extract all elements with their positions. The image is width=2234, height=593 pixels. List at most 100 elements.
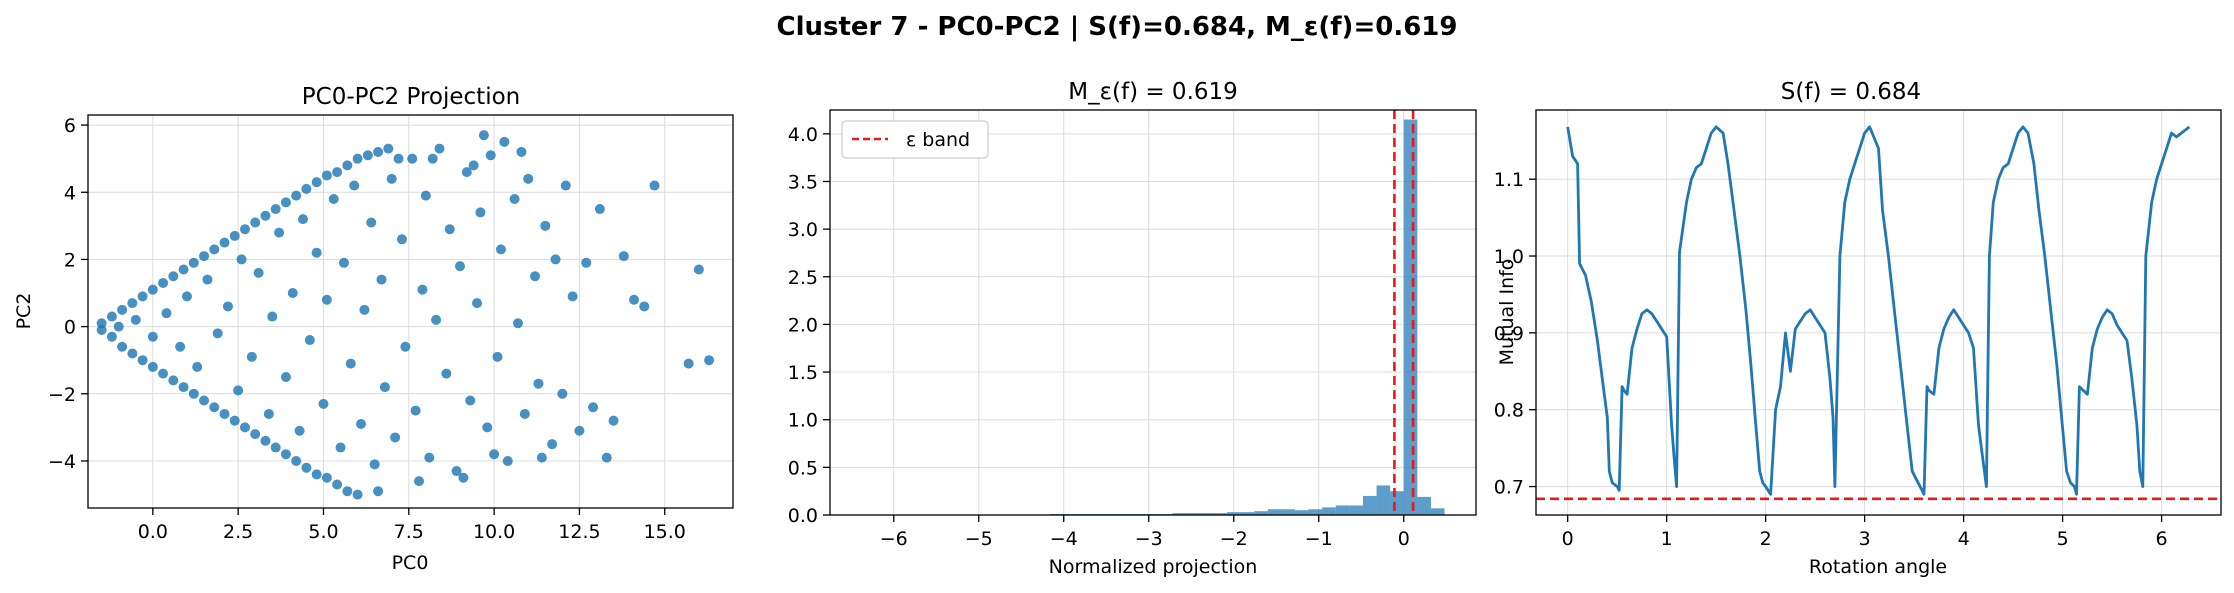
scatter-point	[192, 361, 203, 372]
scatter-point	[127, 348, 138, 359]
scatter-point	[267, 311, 278, 322]
scatter-point	[431, 314, 442, 325]
line-panel: S(f) = 0.684 0 1 2 3 4 5 6 0.7 0.8 0.9 1.0 1.1 Rota…	[1494, 79, 2222, 578]
scatter-point	[188, 257, 199, 268]
scatter-point	[321, 472, 332, 483]
scatter-point	[270, 442, 281, 453]
scatter-point	[298, 214, 308, 225]
scatter-point	[458, 472, 469, 483]
scatter-point	[328, 193, 339, 204]
scatter-point	[400, 341, 411, 352]
scatter-point	[304, 335, 315, 346]
scatter-point	[407, 153, 418, 164]
scatter-point	[441, 368, 452, 379]
scatter-point	[260, 435, 271, 446]
histogram-bar	[1226, 512, 1241, 515]
scatter-point	[618, 251, 629, 262]
histogram-title: M_ε(f) = 0.619	[1068, 79, 1238, 105]
scatter-point	[519, 408, 530, 419]
scatter-point	[332, 167, 343, 178]
scatter-point	[147, 331, 158, 342]
scatter-points	[96, 130, 715, 500]
scatter-point	[229, 415, 240, 426]
scatter-point	[318, 398, 329, 409]
scatter-point	[485, 150, 496, 161]
scatter-point	[199, 251, 210, 262]
scatter-point	[274, 227, 285, 238]
scatter-point	[246, 351, 257, 362]
x-tick-label: −6	[880, 528, 908, 550]
scatter-point	[219, 237, 230, 248]
scatter-point	[199, 395, 210, 406]
scatter-point	[287, 288, 298, 299]
scatter-point	[396, 234, 407, 245]
scatter-point	[693, 264, 704, 275]
scatter-point	[424, 452, 435, 463]
scatter-point	[557, 388, 568, 399]
scatter-point	[489, 449, 500, 460]
scatter-point	[321, 170, 332, 181]
scatter-ylabel: PC2	[13, 293, 35, 330]
y-tick-label: 1.5	[788, 362, 818, 384]
scatter-panel: PC0-PC2 Projection 0.0 2.5 5.0 7.5 10.0 12.5 1…	[13, 84, 734, 574]
scatter-point	[147, 361, 158, 372]
y-tick-label: 6	[64, 115, 76, 137]
scatter-point	[161, 308, 172, 319]
scatter-point	[495, 244, 506, 255]
scatter-point	[373, 146, 384, 157]
x-tick-label: 2	[1760, 528, 1772, 550]
scatter-point	[113, 321, 124, 332]
x-tick-label: 5.0	[308, 521, 338, 543]
scatter-point	[233, 385, 244, 396]
legend-box	[841, 120, 989, 159]
histogram-panel: M_ε(f) = 0.619 −6 −5 −4 −3 −2 −1 0 0.0 0.5 1.0 1.5…	[788, 79, 1477, 578]
scatter-point	[516, 146, 527, 157]
y-tick-label: 2.5	[788, 267, 818, 289]
scatter-point	[106, 311, 117, 322]
scatter-point	[342, 486, 353, 497]
histogram-frame	[829, 109, 1477, 516]
scatter-point	[219, 408, 230, 419]
scatter-point	[338, 257, 349, 268]
y-tick-label: 1.1	[1494, 169, 1524, 191]
line-series	[1566, 125, 2191, 496]
scatter-point	[263, 408, 274, 419]
scatter-point	[560, 180, 571, 191]
scatter-point	[581, 257, 592, 268]
scatter-point	[137, 355, 148, 366]
scatter-point	[270, 204, 281, 215]
scatter-point	[209, 402, 220, 413]
scatter-point	[523, 173, 534, 184]
scatter-frame	[87, 114, 734, 509]
scatter-point	[386, 173, 397, 184]
scatter-point	[332, 479, 343, 490]
scatter-point	[393, 153, 404, 164]
x-tick-label: 4	[1958, 528, 1970, 550]
scatter-xlabel: PC0	[392, 552, 429, 574]
x-tick-label: 15.0	[644, 521, 686, 543]
histogram-xlabel: Normalized projection	[1049, 556, 1258, 578]
scatter-point	[294, 425, 305, 436]
x-tick-label: −1	[1305, 528, 1333, 550]
scatter-point	[335, 442, 346, 453]
y-tick-label: 2	[64, 249, 76, 271]
scatter-point	[414, 476, 425, 487]
y-tick-label: 0.0	[788, 505, 818, 527]
histogram-bar	[1213, 513, 1227, 515]
scatter-title: PC0-PC2 Projection	[302, 84, 520, 110]
x-tick-label: 12.5	[558, 521, 600, 543]
scatter-point	[301, 462, 312, 473]
scatter-point	[383, 143, 394, 154]
scatter-point	[345, 358, 356, 369]
scatter-point	[229, 230, 240, 241]
scatter-point	[356, 419, 367, 430]
scatter-point	[352, 153, 363, 164]
scatter-point	[342, 160, 353, 171]
scatter-point	[202, 274, 213, 285]
line-frame	[1535, 109, 2222, 516]
scatter-point	[239, 422, 250, 433]
scatter-point	[188, 388, 199, 399]
scatter-point	[530, 271, 541, 282]
scatter-point	[420, 190, 431, 201]
y-tick-label: 0.5	[788, 457, 818, 479]
